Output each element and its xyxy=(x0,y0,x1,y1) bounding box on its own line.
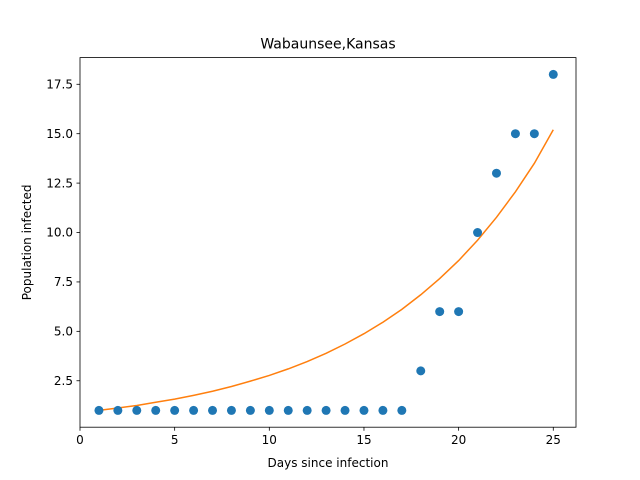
data-point xyxy=(529,129,539,139)
x-tick-label: 25 xyxy=(546,433,561,447)
data-point xyxy=(510,129,520,139)
y-tick-label: 12.5 xyxy=(46,176,73,190)
data-point xyxy=(226,405,236,415)
data-point xyxy=(189,405,199,415)
data-point xyxy=(378,405,388,415)
x-tick-label: 5 xyxy=(171,433,179,447)
y-axis: 2.5 5.0 7.5 10.0 12.5 15.0 17.5 xyxy=(46,77,80,388)
data-point xyxy=(397,405,407,415)
data-point xyxy=(94,405,104,415)
data-point xyxy=(454,307,464,317)
data-point xyxy=(302,405,312,415)
plot-area xyxy=(94,69,558,415)
data-point xyxy=(340,405,350,415)
x-tick-label: 0 xyxy=(76,433,84,447)
data-point xyxy=(113,405,123,415)
data-point xyxy=(151,405,161,415)
data-point xyxy=(132,405,142,415)
x-axis-label: Days since infection xyxy=(268,456,389,470)
y-tick-label: 17.5 xyxy=(46,77,73,91)
data-point xyxy=(170,405,180,415)
y-tick-label: 15.0 xyxy=(46,127,73,141)
data-point xyxy=(491,168,501,178)
chart-title: Wabaunsee,Kansas xyxy=(260,37,395,53)
axes-frame xyxy=(79,57,577,428)
data-point xyxy=(548,69,558,79)
x-tick-label: 15 xyxy=(356,433,371,447)
data-point xyxy=(208,405,218,415)
data-point xyxy=(359,405,369,415)
y-axis-label: Population infected xyxy=(20,185,34,301)
y-tick-label: 7.5 xyxy=(54,275,73,289)
x-axis: 0 5 10 15 20 25 xyxy=(76,427,561,447)
data-point xyxy=(321,405,331,415)
y-tick-label: 5.0 xyxy=(54,325,73,339)
x-tick-label: 10 xyxy=(262,433,277,447)
data-point xyxy=(283,405,293,415)
fit-line xyxy=(98,129,554,412)
x-tick-label: 20 xyxy=(451,433,466,447)
data-point xyxy=(416,366,426,376)
y-tick-label: 10.0 xyxy=(46,226,73,240)
data-point xyxy=(473,228,483,238)
data-point xyxy=(435,307,445,317)
data-point xyxy=(264,405,274,415)
y-tick-label: 2.5 xyxy=(54,374,73,388)
data-point xyxy=(245,405,255,415)
